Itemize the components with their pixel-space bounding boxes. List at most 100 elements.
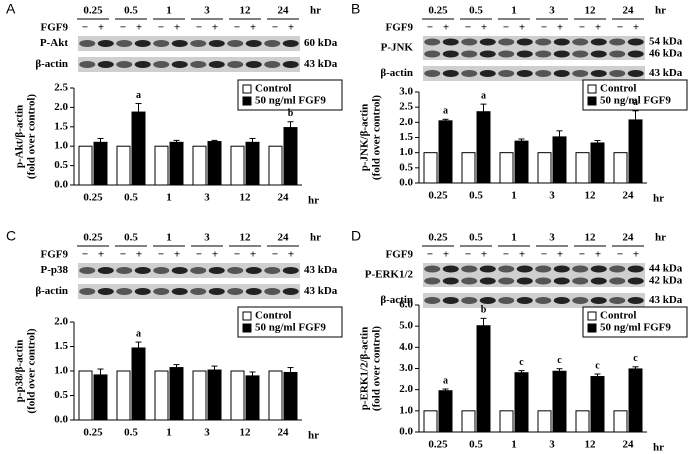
y-tick-label: 0.5 (54, 159, 68, 171)
blot-band (153, 288, 170, 295)
blot-band (208, 267, 225, 274)
blot-band (153, 40, 170, 47)
y-tick-label: 0.5 (399, 161, 413, 173)
bar (154, 370, 169, 421)
legend-box (237, 306, 343, 338)
blot-sign: − (158, 249, 164, 261)
blot-band (245, 267, 262, 274)
bar (283, 127, 298, 186)
y-axis-title: (fold over control) (26, 94, 38, 179)
blot-band (590, 50, 607, 58)
error-bar (518, 370, 525, 373)
blot-band (498, 38, 515, 46)
legend-swatch (242, 311, 252, 321)
blot-band (424, 265, 441, 273)
bar (628, 368, 643, 433)
bar (461, 152, 476, 184)
x-tick-label: 12 (585, 439, 597, 451)
error-bar (556, 130, 563, 137)
blot-sign: − (196, 249, 202, 261)
blot-time-label: 1 (166, 232, 172, 244)
blot-sign: + (174, 22, 180, 34)
annotation: a (481, 90, 486, 101)
y-axis-title: p-p38/β-actin (14, 340, 26, 403)
blot-band (590, 297, 607, 304)
bar (575, 152, 590, 184)
blot-band (227, 288, 244, 295)
y-tick-label: 2.5 (399, 101, 413, 113)
blot-band (535, 38, 552, 46)
x-tick-label: 0.5 (469, 439, 483, 451)
blot-band (590, 70, 607, 77)
legend-swatch (587, 96, 597, 106)
blot-band (535, 297, 552, 304)
bar (613, 410, 628, 433)
blot-band (479, 38, 496, 46)
blot-kda: 43 kDa (304, 264, 338, 276)
y-tick-label: 1.5 (399, 131, 413, 143)
x-tick-label: 0.25 (83, 427, 103, 439)
blot-sign: − (579, 22, 585, 34)
blot-kda: 46 kDa (649, 48, 683, 60)
blot-band (479, 277, 496, 285)
blot-strip (423, 263, 645, 287)
blot-band (498, 277, 515, 285)
blot-band (97, 61, 114, 68)
blot-strip (78, 36, 300, 51)
error-bar (97, 137, 104, 143)
blot-band (282, 288, 299, 295)
blot-strip (423, 293, 645, 308)
blot-strip (423, 66, 645, 81)
blot-kda: 54 kDa (649, 36, 683, 48)
blot-band (97, 40, 114, 47)
blot-band (190, 40, 207, 47)
blot-band (516, 38, 533, 46)
bar (230, 370, 245, 421)
blot-sign: + (288, 249, 294, 261)
annotation: a (633, 97, 638, 108)
blot-band (535, 50, 552, 58)
legend-label: Control (255, 83, 291, 95)
blot-band (97, 267, 114, 274)
bar (514, 140, 529, 184)
blot-band (553, 297, 570, 304)
x-tick-label: 0.5 (469, 190, 483, 202)
blot-band (171, 288, 188, 295)
bar (590, 376, 605, 433)
blot-band (461, 70, 478, 77)
blot-sign: + (519, 249, 525, 261)
blot-band (424, 277, 441, 285)
legend-swatch (587, 84, 597, 94)
x-tick-label: 0.5 (124, 192, 138, 204)
blot-time-label: 0.5 (124, 232, 138, 244)
blot-band (553, 50, 570, 58)
x-tick-label: 1 (166, 427, 172, 439)
bar (283, 371, 298, 421)
blot-band (535, 265, 552, 273)
blot-time-label: 0.5 (124, 5, 138, 17)
blot-band (479, 265, 496, 273)
blot-sign: + (212, 249, 218, 261)
blot-band (609, 277, 626, 285)
error-bar (173, 364, 180, 368)
blot-sign: − (234, 249, 240, 261)
blot-band (153, 267, 170, 274)
blot-sign: − (503, 22, 509, 34)
blot-time-label: 1 (511, 232, 517, 244)
blot-band (609, 50, 626, 58)
error-bar (594, 373, 601, 377)
y-tick-label: 0.0 (399, 426, 413, 438)
x-tick-label: 1 (166, 192, 172, 204)
blot-band (264, 40, 281, 47)
legend-label: 50 ng/ml FGF9 (255, 322, 326, 334)
blot-strip (78, 284, 300, 299)
blot-band (79, 267, 96, 274)
x-tick-label: 3 (204, 427, 210, 439)
blot-sign: − (579, 249, 585, 261)
blot-time-label: 24 (623, 5, 635, 17)
blot-time-label: 12 (585, 232, 597, 244)
bar (116, 370, 131, 421)
blot-band (442, 70, 459, 77)
y-axis-title: p-Akt/β-actin (14, 105, 26, 168)
error-bar (287, 367, 294, 373)
